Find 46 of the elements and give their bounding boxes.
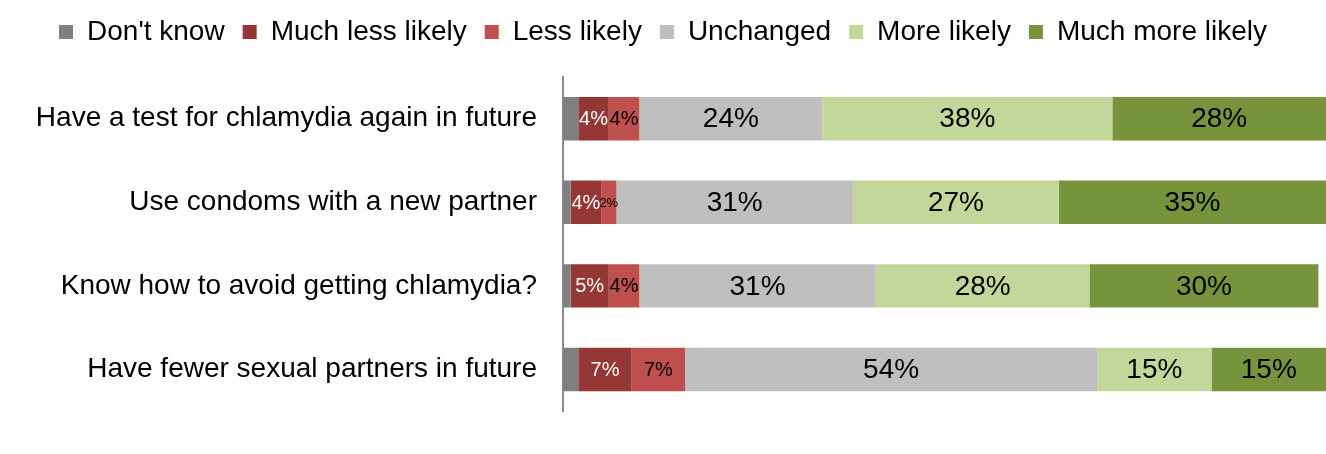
bar — [822, 97, 1113, 141]
y-tick-label: Have fewer sexual partners in future — [87, 352, 537, 384]
data-label: 4% — [609, 274, 639, 297]
bar — [578, 347, 632, 392]
data-label: 31% — [729, 269, 786, 301]
bar — [563, 264, 571, 308]
y-tick-label: Have a test for chlamydia again in future — [35, 101, 537, 133]
bar — [563, 347, 579, 392]
bar — [875, 264, 1090, 308]
legend-label: Much more likely — [1056, 14, 1267, 46]
data-label: 28% — [1191, 102, 1248, 134]
bar — [639, 97, 823, 141]
data-label: 4% — [579, 107, 609, 130]
legend-label: Much less likely — [270, 14, 467, 46]
data-label: 35% — [1164, 186, 1221, 218]
bar — [631, 347, 686, 392]
legend-label: More likely — [877, 14, 1011, 46]
data-label: 4% — [609, 107, 639, 130]
data-label: 54% — [863, 353, 920, 385]
bar — [1097, 347, 1212, 392]
bar — [852, 180, 1059, 225]
data-label: 28% — [954, 269, 1011, 301]
bar — [1058, 180, 1326, 225]
y-tick-label: Use condoms with a new partner — [129, 185, 537, 217]
data-label: 15% — [1126, 353, 1183, 385]
bar — [639, 264, 876, 308]
data-label: 15% — [1240, 353, 1297, 385]
bar — [616, 180, 853, 225]
bar — [685, 347, 1098, 392]
data-label: 30% — [1175, 269, 1232, 301]
data-label: 7% — [590, 357, 620, 380]
y-tick-label: Know how to avoid getting chlamydia? — [60, 268, 537, 300]
legend-label: Less likely — [512, 14, 642, 46]
bar — [563, 180, 571, 225]
data-label: 24% — [702, 102, 759, 134]
data-label: 38% — [939, 102, 996, 134]
data-label: 27% — [927, 186, 984, 218]
data-label: 7% — [643, 357, 674, 380]
legend-label: Don't know — [87, 14, 226, 46]
bar — [563, 97, 579, 141]
bar — [1089, 264, 1319, 308]
data-label: 31% — [706, 186, 763, 218]
data-label: 4% — [571, 190, 601, 213]
data-label: 5% — [575, 274, 605, 297]
bar — [1112, 97, 1326, 141]
legend-label: Unchanged — [687, 14, 832, 46]
